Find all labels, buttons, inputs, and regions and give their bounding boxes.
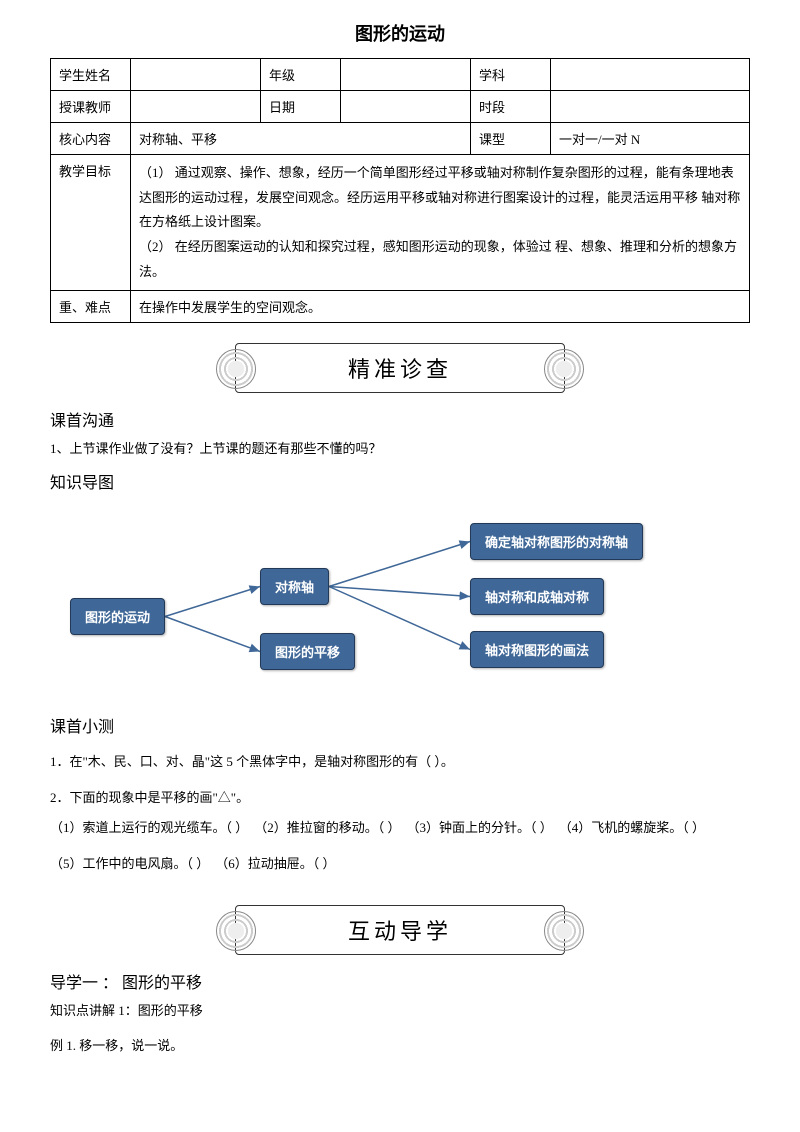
sub-item: （5）工作中的电风扇。（ ） [50, 851, 209, 877]
cell-label: 教学目标 [51, 155, 131, 291]
diagram-node: 确定轴对称图形的对称轴 [470, 523, 643, 560]
cell-value: 对称轴、平移 [131, 123, 471, 155]
cell-value: 在操作中发展学生的空间观念。 [131, 291, 750, 323]
info-table: 学生姓名 年级 学科 授课教师 日期 时段 核心内容 对称轴、平移 课型 一对一… [50, 58, 750, 323]
sub-item: （4）飞机的螺旋桨。（ ） [559, 815, 705, 841]
objectives-text: （1） 通过观察、操作、想象，经历一个简单图形经过平移或轴对称制作复杂图形的过程… [139, 161, 741, 284]
cell-value [341, 91, 471, 123]
section-banner: 互动导学 [235, 905, 565, 955]
sub-item: （1）索道上运行的观光缆车。（ ） [50, 815, 248, 841]
cell-value [341, 59, 471, 91]
sub-item: （6）拉动抽屉。（ ） [215, 851, 335, 877]
section-heading: 课首沟通 [50, 407, 750, 431]
diagram-node: 轴对称和成轴对称 [470, 578, 604, 615]
cell-value [551, 59, 750, 91]
cell-label: 时段 [471, 91, 551, 123]
cell-label: 学生姓名 [51, 59, 131, 91]
body-text: 1、上节课作业做了没有？上节课的题还有那些不懂的吗？ [50, 437, 750, 460]
sub-item: （3）钟面上的分针。（ ） [407, 815, 553, 841]
question-text: 2．下面的现象中是平移的画"△"。 [50, 785, 750, 811]
cell-label: 重、难点 [51, 291, 131, 323]
sub-items: （1）索道上运行的观光缆车。（ ） （2）推拉窗的移动。（ ） （3）钟面上的分… [50, 815, 750, 877]
cell-value [551, 91, 750, 123]
banner-text: 精准诊查 [348, 352, 452, 384]
cell-value [131, 91, 261, 123]
diagram-node: 轴对称图形的画法 [470, 631, 604, 668]
cell-label: 授课教师 [51, 91, 131, 123]
section-heading: 知识导图 [50, 469, 750, 493]
question-text: 1．在"木、民、口、对、晶"这 5 个黑体字中，是轴对称图形的有（ ）。 [50, 749, 750, 775]
example-text: 例 1. 移一移，说一说。 [50, 1034, 750, 1057]
cell-value: 一对一/一对 N [551, 123, 750, 155]
table-row: 核心内容 对称轴、平移 课型 一对一/一对 N [51, 123, 750, 155]
diagram-node: 对称轴 [260, 568, 329, 605]
section-heading: 导学一 ： 图形的平移 [50, 969, 750, 993]
banner-text: 互动导学 [348, 914, 452, 946]
page-title: 图形的运动 [50, 20, 750, 46]
cell-value [131, 59, 261, 91]
body-text: 知识点讲解 1：图形的平移 [50, 999, 750, 1022]
cell-label: 课型 [471, 123, 551, 155]
knowledge-diagram: 图形的运动 对称轴图形的平移 确定轴对称图形的对称轴轴对称和成轴对称轴对称图形的画法 [50, 503, 750, 703]
table-row: 教学目标 （1） 通过观察、操作、想象，经历一个简单图形经过平移或轴对称制作复杂… [51, 155, 750, 291]
cell-label: 核心内容 [51, 123, 131, 155]
cell-label: 学科 [471, 59, 551, 91]
cell-label: 年级 [261, 59, 341, 91]
diagram-node: 图形的运动 [70, 598, 165, 635]
sub-item: （2）推拉窗的移动。（ ） [254, 815, 400, 841]
section-heading: 课首小测 [50, 713, 750, 737]
cell-label: 日期 [261, 91, 341, 123]
section-banner: 精准诊查 [235, 343, 565, 393]
table-row: 学生姓名 年级 学科 [51, 59, 750, 91]
cell-value: （1） 通过观察、操作、想象，经历一个简单图形经过平移或轴对称制作复杂图形的过程… [131, 155, 750, 291]
diagram-node: 图形的平移 [260, 633, 355, 670]
table-row: 授课教师 日期 时段 [51, 91, 750, 123]
table-row: 重、难点 在操作中发展学生的空间观念。 [51, 291, 750, 323]
